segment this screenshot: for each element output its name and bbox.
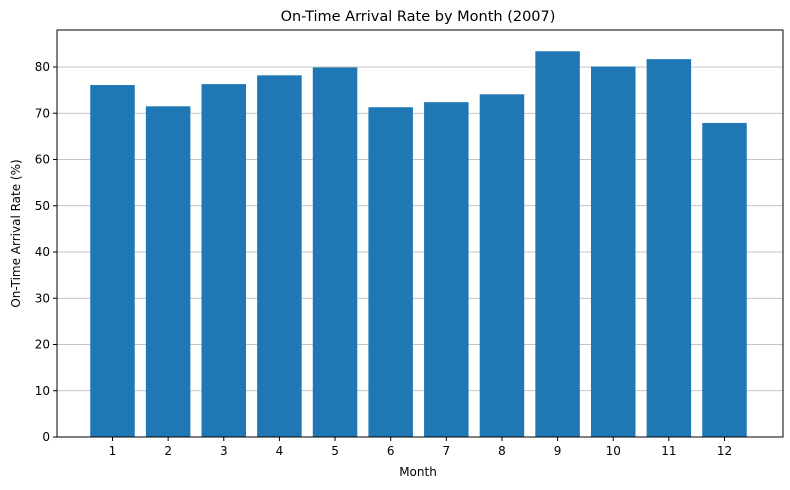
x-tick-label: 5 [331, 444, 339, 458]
bar-month-5 [312, 67, 358, 438]
x-tick-label: 2 [164, 444, 172, 458]
y-tick-label: 70 [35, 106, 50, 120]
bar-month-4 [257, 75, 302, 437]
y-tick-label: 50 [35, 199, 50, 213]
y-tick-label: 60 [35, 153, 50, 167]
x-tick-label: 7 [442, 444, 450, 458]
bar-month-12 [702, 122, 747, 438]
y-tick-label: 30 [35, 291, 50, 305]
plot-frame [56, 29, 784, 438]
bar-month-3 [201, 84, 247, 438]
chart-title: On-Time Arrival Rate by Month (2007) [281, 9, 556, 25]
bar-month-7 [424, 102, 469, 438]
y-tick-label: 20 [35, 338, 50, 352]
bars [90, 51, 747, 438]
bar-month-10 [590, 66, 636, 437]
x-tick-label: 9 [554, 444, 562, 458]
y-tick-label: 80 [35, 60, 50, 74]
x-tick-label: 1 [109, 444, 117, 458]
x-tick-label: 4 [276, 444, 284, 458]
bar-month-9 [535, 51, 580, 438]
y-axis-label: On-Time Arrival Rate (%) [9, 159, 23, 307]
y-tick-label: 40 [35, 245, 50, 259]
x-tick-label: 6 [387, 444, 395, 458]
x-tick-label: 11 [661, 444, 676, 458]
x-tick-label: 10 [606, 444, 621, 458]
x-tick-label: 3 [220, 444, 228, 458]
bar-month-6 [368, 107, 413, 438]
y-ticks: 0 10 20 30 40 50 60 70 80 [35, 60, 57, 444]
x-tick-label: 12 [717, 444, 732, 458]
bar-month-1 [90, 85, 135, 437]
bar-month-8 [479, 94, 525, 437]
bar-month-11 [646, 59, 692, 437]
x-axis-label: Month [399, 465, 437, 479]
x-tick-label: 8 [498, 444, 506, 458]
x-ticks: 1 2 3 4 5 6 7 8 9 10 11 12 [109, 437, 732, 458]
bar-month-2 [145, 106, 191, 437]
y-tick-label: 0 [42, 430, 50, 444]
y-tick-label: 10 [35, 384, 50, 398]
